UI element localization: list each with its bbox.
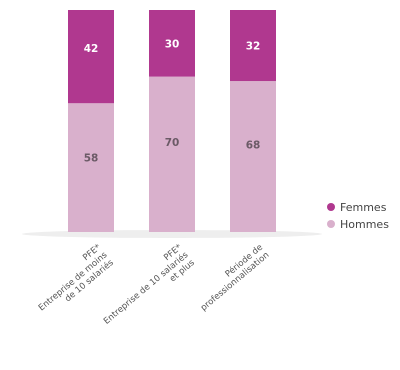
data-label-hommes-2: 70 bbox=[165, 137, 180, 149]
data-label-hommes-3: 68 bbox=[246, 139, 261, 151]
category-label-1-line-2: Entreprise de moins bbox=[37, 250, 110, 313]
category-label-2-line-2: Entreprise de 10 salariés bbox=[101, 249, 190, 327]
bar-hommes-2 bbox=[149, 76, 195, 232]
legend-label-hommes: Hommes bbox=[340, 218, 389, 231]
bar-femmes-1 bbox=[68, 10, 114, 104]
bar-femmes-2 bbox=[149, 10, 195, 77]
bar-femmes-3 bbox=[230, 10, 276, 82]
bar-hommes-3 bbox=[230, 81, 276, 232]
data-label-femmes-1: 42 bbox=[84, 43, 99, 55]
data-label-hommes-1: 58 bbox=[84, 152, 99, 164]
bar-hommes-1 bbox=[68, 103, 114, 233]
legend-marker-hommes bbox=[327, 220, 335, 228]
legend-marker-femmes bbox=[327, 203, 335, 211]
category-label-3-line-2: professionnalisation bbox=[199, 250, 271, 313]
data-label-femmes-3: 32 bbox=[246, 41, 261, 53]
legend-label-femmes: Femmes bbox=[340, 201, 387, 214]
data-label-femmes-2: 30 bbox=[165, 38, 180, 50]
